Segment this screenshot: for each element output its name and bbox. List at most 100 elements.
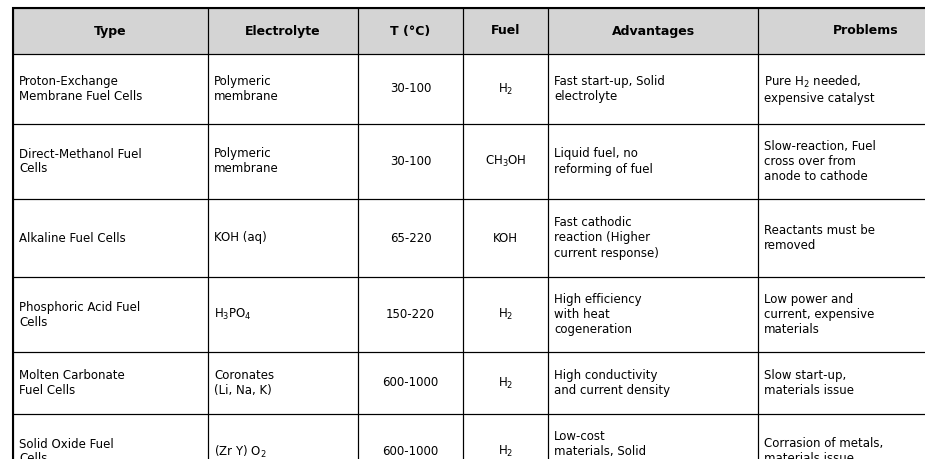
Bar: [548, 124, 758, 199]
Bar: [13, 414, 208, 459]
Bar: [13, 124, 208, 199]
Bar: [358, 352, 463, 414]
Bar: [208, 199, 358, 277]
Text: 30-100: 30-100: [389, 83, 431, 95]
Bar: [358, 199, 463, 277]
Text: 600-1000: 600-1000: [382, 445, 438, 458]
Bar: [548, 352, 758, 414]
Bar: [208, 414, 358, 459]
Bar: [758, 199, 925, 277]
Text: High efficiency
with heat
cogeneration: High efficiency with heat cogeneration: [554, 293, 642, 336]
Bar: [463, 124, 548, 199]
Bar: [548, 277, 758, 352]
Bar: [13, 352, 208, 414]
Bar: [548, 199, 758, 277]
Bar: [463, 8, 548, 54]
Text: CH$_3$OH: CH$_3$OH: [485, 154, 526, 169]
Bar: [548, 414, 758, 459]
Text: Reactants must be
removed: Reactants must be removed: [764, 224, 875, 252]
Bar: [463, 199, 548, 277]
Text: Alkaline Fuel Cells: Alkaline Fuel Cells: [19, 231, 126, 245]
Bar: [548, 277, 758, 352]
Text: 65-220: 65-220: [389, 231, 431, 245]
Bar: [758, 352, 925, 414]
Bar: [758, 199, 925, 277]
Bar: [548, 352, 758, 414]
Text: Slow start-up,
materials issue: Slow start-up, materials issue: [764, 369, 854, 397]
Bar: [13, 277, 208, 352]
Text: Advantages: Advantages: [611, 24, 695, 38]
Bar: [463, 8, 548, 54]
Text: (Zr Y) O$_2$: (Zr Y) O$_2$: [214, 443, 266, 459]
Bar: [208, 414, 358, 459]
Text: Fast cathodic
reaction (Higher
current response): Fast cathodic reaction (Higher current r…: [554, 217, 659, 259]
Bar: [358, 8, 463, 54]
Bar: [548, 54, 758, 124]
Bar: [758, 54, 925, 124]
Bar: [208, 352, 358, 414]
Text: Problems: Problems: [832, 24, 898, 38]
Bar: [463, 199, 548, 277]
Text: Low power and
current, expensive
materials: Low power and current, expensive materia…: [764, 293, 874, 336]
Bar: [208, 199, 358, 277]
Bar: [758, 352, 925, 414]
Bar: [548, 8, 758, 54]
Text: 150-220: 150-220: [386, 308, 435, 321]
Text: Polymeric
membrane: Polymeric membrane: [214, 75, 278, 103]
Bar: [758, 277, 925, 352]
Text: Low-cost
materials, Solid
electrolytes: Low-cost materials, Solid electrolytes: [554, 430, 647, 459]
Text: Electrolyte: Electrolyte: [245, 24, 321, 38]
Bar: [463, 54, 548, 124]
Bar: [13, 352, 208, 414]
Text: KOH (aq): KOH (aq): [214, 231, 266, 245]
Text: Molten Carbonate
Fuel Cells: Molten Carbonate Fuel Cells: [19, 369, 125, 397]
Bar: [208, 8, 358, 54]
Bar: [758, 124, 925, 199]
Text: Proton-Exchange
Membrane Fuel Cells: Proton-Exchange Membrane Fuel Cells: [19, 75, 142, 103]
Bar: [13, 414, 208, 459]
Text: Polymeric
membrane: Polymeric membrane: [214, 147, 278, 175]
Text: KOH: KOH: [493, 231, 518, 245]
Bar: [463, 277, 548, 352]
Bar: [463, 352, 548, 414]
Bar: [758, 8, 925, 54]
Bar: [13, 8, 208, 54]
Bar: [358, 277, 463, 352]
Text: Slow-reaction, Fuel
cross over from
anode to cathode: Slow-reaction, Fuel cross over from anod…: [764, 140, 876, 183]
Bar: [208, 124, 358, 199]
Bar: [758, 414, 925, 459]
Bar: [208, 8, 358, 54]
Text: Fuel: Fuel: [491, 24, 520, 38]
Text: 600-1000: 600-1000: [382, 376, 438, 390]
Text: H$_2$: H$_2$: [498, 307, 513, 322]
Bar: [208, 124, 358, 199]
Text: Pure H$_2$ needed,
expensive catalyst: Pure H$_2$ needed, expensive catalyst: [764, 73, 875, 105]
Bar: [208, 54, 358, 124]
Text: H$_2$: H$_2$: [498, 81, 513, 96]
Bar: [208, 277, 358, 352]
Text: High conductivity
and current density: High conductivity and current density: [554, 369, 670, 397]
Bar: [358, 414, 463, 459]
Bar: [358, 8, 463, 54]
Text: Phosphoric Acid Fuel
Cells: Phosphoric Acid Fuel Cells: [19, 301, 141, 329]
Text: Solid Oxide Fuel
Cells: Solid Oxide Fuel Cells: [19, 437, 114, 459]
Bar: [358, 124, 463, 199]
Text: Coronates
(Li, Na, K): Coronates (Li, Na, K): [214, 369, 274, 397]
Bar: [358, 199, 463, 277]
Bar: [548, 414, 758, 459]
Bar: [13, 54, 208, 124]
Text: H$_3$PO$_4$: H$_3$PO$_4$: [214, 307, 252, 322]
Bar: [548, 8, 758, 54]
Bar: [463, 124, 548, 199]
Bar: [358, 54, 463, 124]
Bar: [463, 54, 548, 124]
Bar: [758, 414, 925, 459]
Bar: [358, 124, 463, 199]
Text: 30-100: 30-100: [389, 155, 431, 168]
Bar: [208, 277, 358, 352]
Bar: [358, 414, 463, 459]
Bar: [13, 199, 208, 277]
Text: H$_2$: H$_2$: [498, 444, 513, 459]
Bar: [463, 414, 548, 459]
Text: T (°C): T (°C): [390, 24, 431, 38]
